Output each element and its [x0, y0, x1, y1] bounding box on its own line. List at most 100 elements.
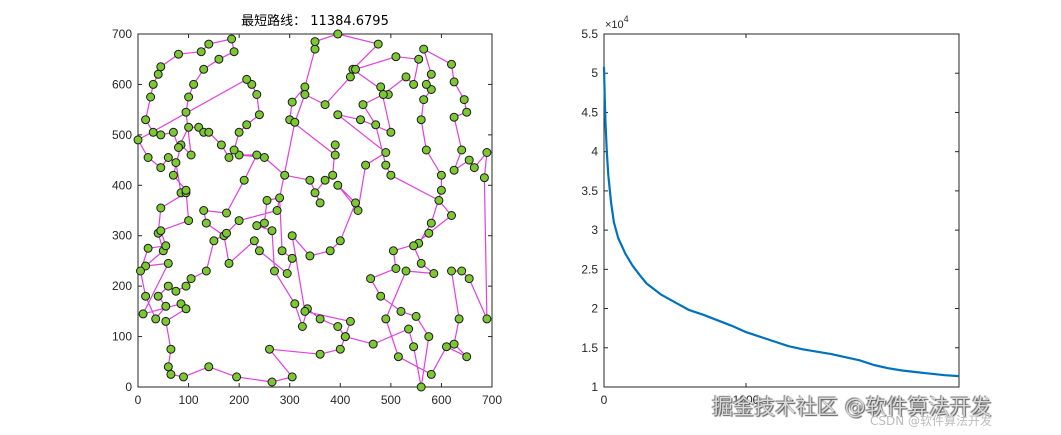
city-point [184, 216, 194, 226]
city-point [229, 145, 239, 155]
city-point [330, 150, 340, 160]
city-point [222, 228, 231, 238]
city-point [156, 130, 166, 140]
city-point [373, 39, 383, 49]
city-point [462, 107, 472, 117]
city-point [333, 180, 343, 190]
city-point [447, 211, 456, 220]
city-point [179, 372, 188, 382]
y-tick-label: 1.5 [581, 341, 598, 355]
city-point [209, 236, 219, 246]
watermark-main: 掘金技术社区 @软件算法开发 [712, 395, 992, 419]
city-point [201, 218, 211, 228]
city-point [290, 117, 300, 127]
city-point [424, 228, 434, 238]
city-points [133, 29, 492, 392]
city-point [391, 264, 401, 273]
x-tick-label: 500 [381, 393, 401, 407]
city-point [161, 241, 171, 251]
city-point [156, 62, 166, 72]
city-point [163, 258, 173, 268]
city-point [482, 148, 492, 157]
city-point [148, 79, 158, 89]
city-point [282, 269, 292, 278]
city-point [393, 352, 403, 362]
city-point [146, 92, 156, 102]
city-point [189, 79, 199, 89]
city-point [315, 314, 325, 324]
city-point [196, 47, 206, 57]
city-point [333, 322, 343, 331]
y-scale-base: ×10 [605, 19, 624, 31]
city-point [287, 231, 297, 241]
city-point [227, 34, 237, 44]
city-point [386, 170, 396, 180]
watermark-sub: CSDN @软件算法开发 [870, 414, 993, 428]
city-point [368, 339, 378, 349]
route-plot: 最短路线： 11384.6795 0 100 200 300 400 500 600 7000… [112, 13, 502, 407]
city-point [396, 306, 406, 316]
y-tick-label: 500 [112, 128, 132, 142]
city-point [345, 72, 355, 82]
city-point [457, 145, 467, 155]
x-tick-label: 200 [229, 393, 249, 407]
city-point [333, 29, 343, 39]
city-point [442, 342, 451, 352]
city-point [376, 291, 386, 301]
city-point [449, 112, 459, 122]
city-point [143, 243, 153, 253]
city-point [426, 69, 436, 79]
city-point [381, 160, 391, 170]
city-point [204, 39, 214, 49]
city-point [335, 344, 345, 354]
city-point [287, 253, 297, 263]
city-point [136, 266, 145, 276]
city-point [156, 163, 166, 173]
city-point [252, 150, 262, 160]
city-point [414, 54, 424, 64]
city-point [310, 188, 320, 198]
city-point [454, 314, 464, 324]
city-point [315, 198, 325, 208]
city-point [340, 332, 350, 342]
city-point [424, 332, 434, 342]
city-point [426, 218, 436, 228]
city-point [222, 208, 231, 218]
city-point [161, 316, 171, 326]
city-point [391, 52, 401, 62]
city-point [482, 314, 492, 324]
y-tick-label: 5.5 [581, 27, 598, 41]
route-title: 最短路线： 11384.6795 [241, 13, 389, 29]
city-point [419, 44, 429, 54]
city-point [186, 274, 196, 284]
city-point [333, 110, 343, 120]
city-point [267, 226, 277, 236]
city-point [328, 170, 338, 180]
x-tick-label: 300 [280, 393, 300, 407]
city-point [232, 372, 242, 382]
city-point [254, 246, 264, 256]
city-point [376, 82, 386, 92]
city-point [419, 95, 429, 105]
city-point [151, 314, 161, 324]
city-point [330, 140, 340, 150]
city-point [462, 352, 472, 362]
city-point [181, 281, 191, 291]
city-point [224, 258, 234, 268]
city-point [171, 286, 181, 296]
city-point [280, 170, 290, 180]
city-point [272, 206, 282, 215]
city-point [310, 37, 320, 47]
city-point [421, 79, 431, 89]
city-point [239, 175, 249, 185]
city-point [429, 269, 439, 278]
city-point [181, 107, 191, 117]
city-point [325, 246, 335, 256]
city-point [447, 59, 456, 69]
city-point [163, 153, 173, 162]
city-point [479, 173, 489, 183]
city-point [204, 362, 214, 372]
city-point [138, 309, 148, 319]
